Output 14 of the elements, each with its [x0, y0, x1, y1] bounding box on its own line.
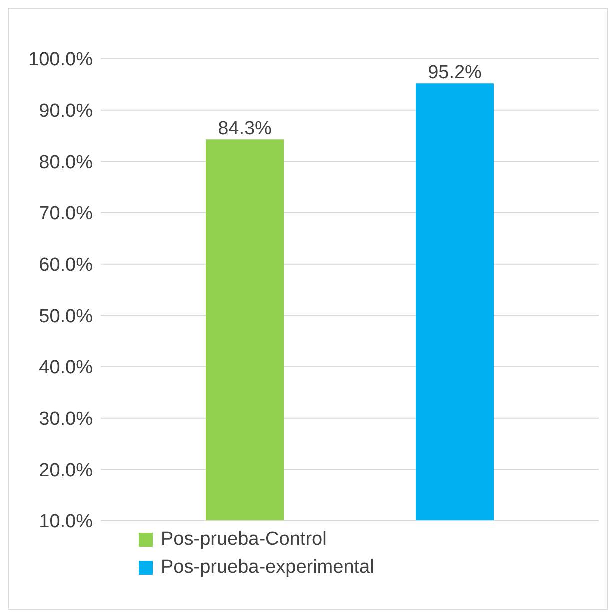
y-tick-label: 20.0%: [39, 460, 94, 482]
y-tick-label: 80.0%: [39, 152, 94, 174]
y-tick-label: 90.0%: [39, 101, 94, 122]
y-tick-label: 60.0%: [39, 255, 94, 276]
legend-label: Pos-prueba-Control: [161, 529, 327, 551]
y-tick-label: 50.0%: [39, 306, 94, 328]
data-label: 84.3%: [218, 118, 272, 140]
y-tick-label: 10.0%: [39, 512, 94, 533]
y-tick-label: 70.0%: [39, 204, 94, 225]
data-label: 95.2%: [428, 62, 482, 84]
y-tick-label: 40.0%: [39, 358, 94, 379]
y-tick-label: 100.0%: [28, 50, 94, 71]
legend-label: Pos-prueba-experimental: [161, 557, 374, 579]
y-tick-label: 30.0%: [39, 409, 94, 430]
